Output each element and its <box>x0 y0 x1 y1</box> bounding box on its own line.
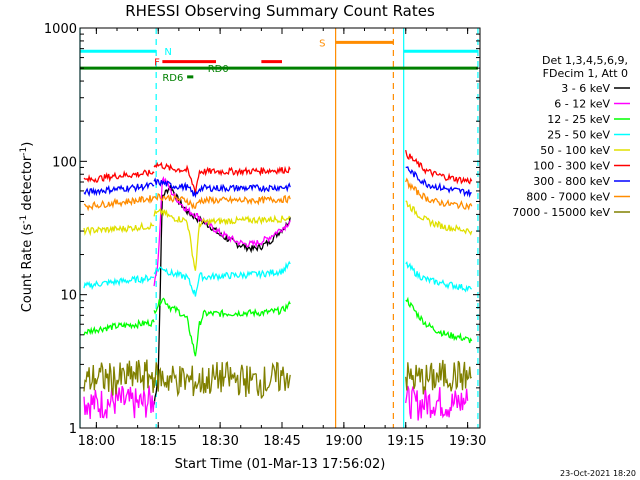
legend-header-line: FDecim 1, Att 0 <box>543 67 628 80</box>
legend: Det 1,3,4,5,6,9,FDecim 1, Att 0 3 - 6 keV… <box>512 54 630 219</box>
series-line-4-1 <box>153 207 291 271</box>
series-line-5-1 <box>153 161 291 194</box>
series-line-8-2 <box>405 359 472 395</box>
timestamp: 23-Oct-2021 18:20 <box>560 469 636 478</box>
series-line-3-0 <box>83 274 155 291</box>
series-line-3-1 <box>153 260 291 297</box>
legend-label: 100 - 300 keV <box>533 160 610 173</box>
y-axis-label-sup: -1 <box>19 215 29 224</box>
series-line-6-0 <box>83 181 155 198</box>
x-tick-label: 19:30 <box>449 434 486 449</box>
legend-label: 6 - 12 keV <box>554 98 610 111</box>
x-tick-label: 19:15 <box>387 434 424 449</box>
series-line-7-1 <box>153 192 291 210</box>
flag-label-s: S <box>319 38 325 49</box>
x-tick-label: 18:30 <box>201 434 238 449</box>
y-tick-label: 10 <box>60 289 77 304</box>
series-line-2-2 <box>405 296 473 344</box>
series-line-8-1 <box>153 361 291 399</box>
legend-label: 7000 - 15000 keV <box>512 206 610 219</box>
y-tick-label: 100 <box>52 155 77 170</box>
series-line-6-1 <box>153 177 291 199</box>
series-line-7-2 <box>405 177 473 211</box>
flag-label-rd0: RD0 <box>208 64 229 75</box>
y-axis-label-end: ) <box>20 142 35 147</box>
series-line-2-0 <box>83 318 155 336</box>
series-line-1-2 <box>405 385 469 421</box>
series-line-1-0 <box>83 385 155 420</box>
legend-header-line: Det 1,3,4,5,6,9, <box>542 54 628 67</box>
series-line-7-0 <box>83 195 155 212</box>
plot-area: NF S RD0 RD6 18:00 18:15 18:30 18:45 19:00 19:15 1… <box>44 22 486 449</box>
series-line-5-0 <box>83 169 155 183</box>
series-line-3-2 <box>405 261 473 293</box>
y-axis-label-prefix: Count Rate (s <box>20 224 35 313</box>
legend-label: 25 - 50 keV <box>547 129 610 142</box>
series-line-5-2 <box>405 149 473 185</box>
chart-title: RHESSI Observing Summary Count Rates <box>125 2 435 20</box>
series-line-2-1 <box>153 297 291 357</box>
series-line-4-2 <box>405 200 473 236</box>
legend-label: 300 - 800 keV <box>533 175 610 188</box>
legend-label: 50 - 100 keV <box>540 144 610 157</box>
y-axis-label: Count Rate (s-1 detector-1) <box>19 142 35 313</box>
x-axis-label: Start Time (01-Mar-13 17:56:02) <box>175 457 386 472</box>
x-tick-label: 18:00 <box>78 434 115 449</box>
flag-label-rd6: RD6 <box>162 73 183 84</box>
y-axis-label-mid: detector <box>20 155 35 215</box>
y-tick-label: 1000 <box>44 22 77 37</box>
y-tick-label: 1 <box>69 422 77 437</box>
legend-label: 800 - 7000 keV <box>526 191 610 204</box>
series-line-6-2 <box>405 166 472 199</box>
series-line-1-1 <box>153 175 291 287</box>
x-tick-label: 18:15 <box>140 434 177 449</box>
flag-label-f: F <box>154 58 160 69</box>
legend-label: 12 - 25 keV <box>547 113 610 126</box>
legend-label: 3 - 6 keV <box>561 82 610 95</box>
plot-frame <box>79 27 481 429</box>
series-line-4-0 <box>83 221 155 237</box>
y-axis-label-sup2: -1 <box>19 147 29 156</box>
x-tick-label: 18:45 <box>263 434 300 449</box>
x-tick-label: 19:00 <box>325 434 362 449</box>
series-line-8-0 <box>83 359 155 396</box>
flag-label-n: N <box>164 47 171 58</box>
